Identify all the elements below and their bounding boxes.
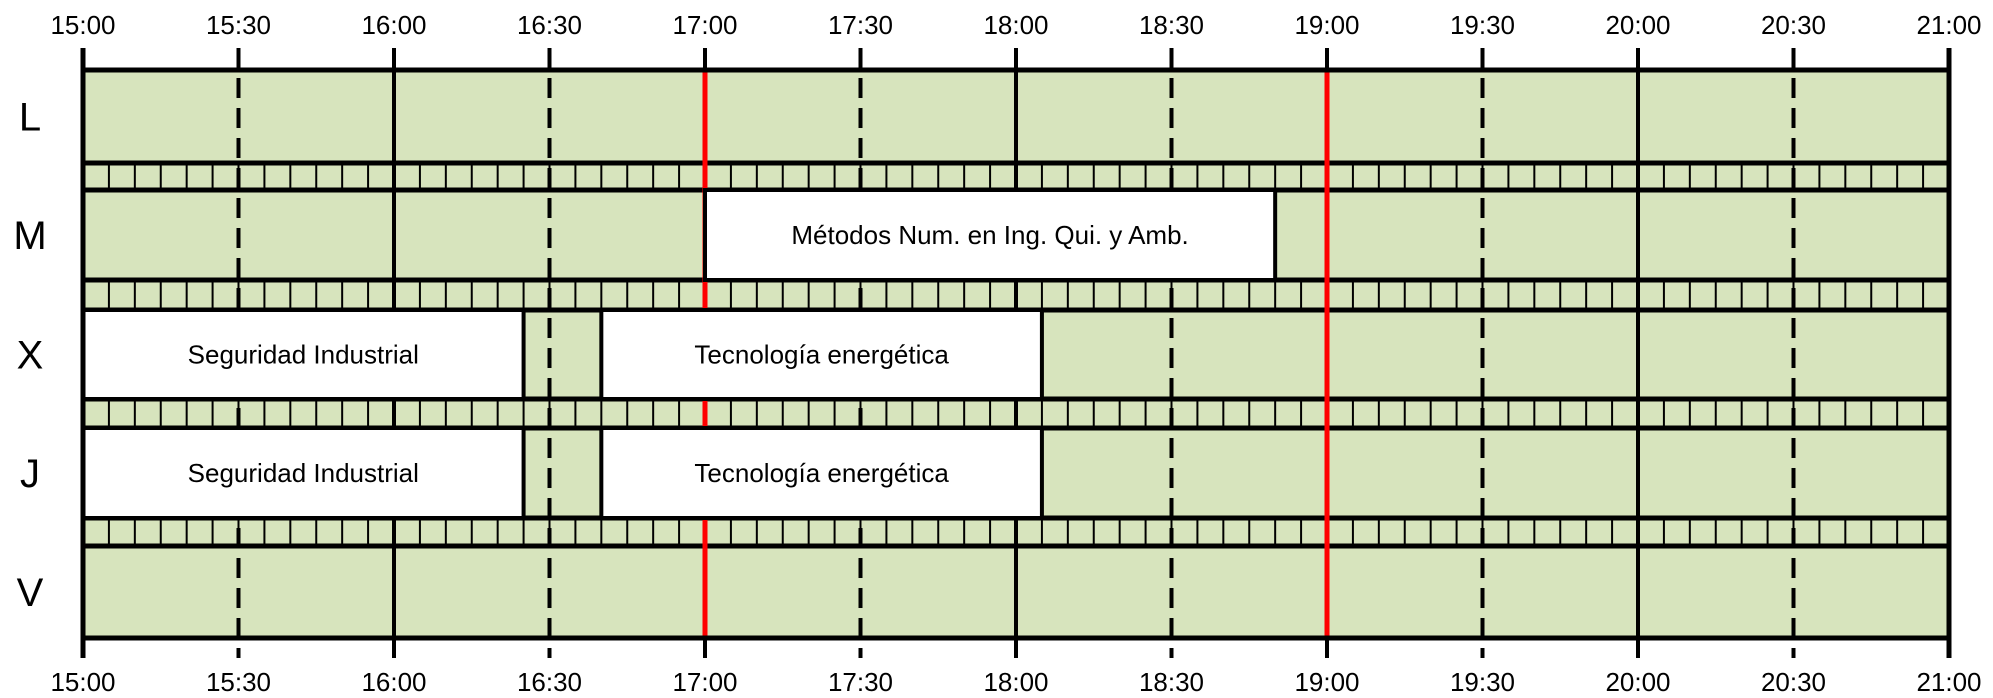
time-label-bottom: 19:00 xyxy=(1294,667,1359,697)
time-label-top: 20:00 xyxy=(1605,10,1670,40)
time-label-bottom: 21:00 xyxy=(1916,667,1981,697)
time-label-top: 15:00 xyxy=(50,10,115,40)
time-label-bottom: 15:00 xyxy=(50,667,115,697)
time-label-bottom: 17:00 xyxy=(672,667,737,697)
time-label-top: 17:30 xyxy=(828,10,893,40)
time-label-top: 20:30 xyxy=(1761,10,1826,40)
time-label-bottom: 16:00 xyxy=(361,667,426,697)
time-label-top: 15:30 xyxy=(206,10,271,40)
time-label-top: 19:00 xyxy=(1294,10,1359,40)
time-label-bottom: 15:30 xyxy=(206,667,271,697)
time-label-bottom: 18:00 xyxy=(983,667,1048,697)
day-label: J xyxy=(20,452,40,496)
class-name: Tecnología energética xyxy=(694,340,949,370)
time-label-bottom: 18:30 xyxy=(1139,667,1204,697)
day-label: M xyxy=(13,214,46,258)
time-label-bottom: 16:30 xyxy=(517,667,582,697)
time-label-bottom: 17:30 xyxy=(828,667,893,697)
day-label: L xyxy=(19,96,41,140)
time-label-bottom: 19:30 xyxy=(1450,667,1515,697)
class-block xyxy=(599,308,1044,401)
class-name: Seguridad Industrial xyxy=(188,458,419,488)
time-label-bottom: 20:30 xyxy=(1761,667,1826,697)
class-block xyxy=(599,426,1044,520)
time-label-top: 18:00 xyxy=(983,10,1048,40)
day-label: X xyxy=(17,334,44,378)
day-label: V xyxy=(17,571,44,615)
class-block xyxy=(703,188,1278,282)
time-label-bottom: 20:00 xyxy=(1605,667,1670,697)
time-label-top: 19:30 xyxy=(1450,10,1515,40)
class-name: Métodos Num. en Ing. Qui. y Amb. xyxy=(791,220,1188,250)
time-label-top: 21:00 xyxy=(1916,10,1981,40)
time-label-top: 16:30 xyxy=(517,10,582,40)
time-label-top: 16:00 xyxy=(361,10,426,40)
time-label-top: 18:30 xyxy=(1139,10,1204,40)
class-name: Tecnología energética xyxy=(694,458,949,488)
time-label-top: 17:00 xyxy=(672,10,737,40)
class-name: Seguridad Industrial xyxy=(188,340,419,370)
class-block xyxy=(81,426,526,520)
